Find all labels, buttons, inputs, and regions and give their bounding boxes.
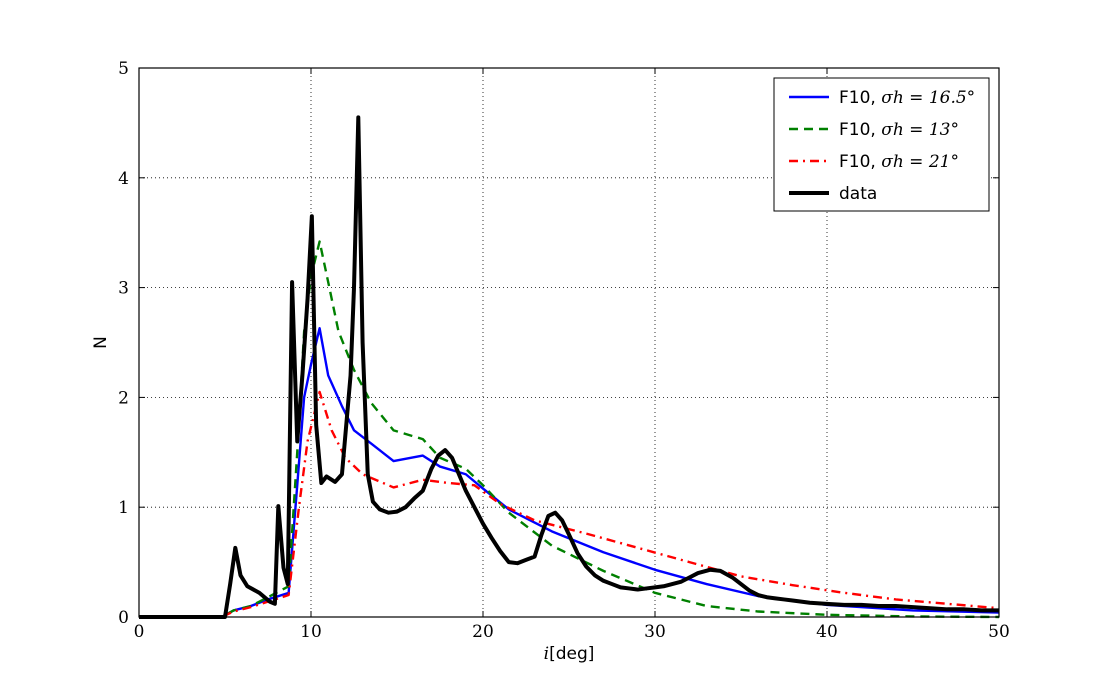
axis-labels: i[deg] N xyxy=(91,336,594,664)
series-line-3 xyxy=(139,390,1000,619)
legend-label-3: F10, σh = 21° xyxy=(839,152,959,172)
x-axis-label: i[deg] xyxy=(544,644,595,664)
x-tick-label: 30 xyxy=(644,622,666,642)
y-tick-label: 1 xyxy=(118,498,129,518)
y-tick-label: 5 xyxy=(118,59,129,79)
legend-label-2: F10, σh = 13° xyxy=(839,120,959,140)
tick-layer: 0 10 20 30 40 50 0 1 2 3 4 5 xyxy=(118,59,1010,642)
legend: F10, σh = 16.5° F10, σh = 13° F10, σh = 21… xyxy=(773,77,990,212)
series-line-2 xyxy=(139,240,1000,619)
x-tick-label: 0 xyxy=(134,622,145,642)
series-line-4 xyxy=(139,115,999,619)
legend-label-1: F10, σh = 16.5° xyxy=(839,88,975,108)
y-tick-label: 4 xyxy=(118,169,129,189)
series-line-1 xyxy=(139,327,1000,619)
x-tick-label: 50 xyxy=(988,622,1010,642)
series-layer xyxy=(139,115,1000,619)
x-tick-label: 10 xyxy=(300,622,322,642)
legend-box xyxy=(773,77,990,212)
y-tick-label: 3 xyxy=(118,279,129,299)
plot-frame xyxy=(138,67,1000,618)
x-tick-label: 40 xyxy=(816,622,838,642)
y-axis-label: N xyxy=(91,336,111,349)
y-tick-label: 2 xyxy=(118,388,129,408)
x-tick-label: 20 xyxy=(472,622,494,642)
y-tick-label: 0 xyxy=(118,608,129,628)
legend-label-4: data xyxy=(839,184,877,204)
